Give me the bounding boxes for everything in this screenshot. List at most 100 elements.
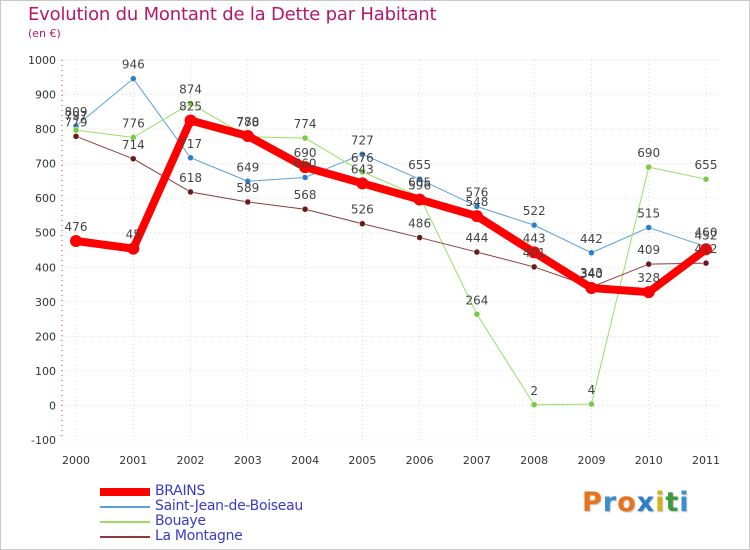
data-label: 655	[695, 158, 718, 172]
data-point	[473, 203, 481, 210]
y-tick-label: 1000	[28, 54, 56, 67]
data-point	[299, 161, 312, 174]
data-point	[530, 263, 538, 271]
data-point	[301, 134, 309, 142]
data-label: 676	[351, 151, 374, 165]
data-label: 568	[294, 188, 317, 202]
y-tick-label: -100	[31, 434, 56, 447]
x-tick-label: 2003	[234, 454, 262, 467]
data-label: 797	[65, 109, 88, 123]
data-label: 774	[294, 117, 317, 131]
data-point	[301, 205, 309, 213]
data-point	[530, 401, 538, 409]
data-point	[127, 242, 140, 255]
data-point	[588, 249, 595, 257]
data-label: 412	[695, 242, 718, 256]
data-label: 452	[695, 228, 718, 242]
data-point	[470, 210, 483, 223]
proxiti-logo: Proxiti	[582, 487, 690, 518]
data-label: 264	[465, 293, 488, 307]
data-point	[187, 100, 194, 107]
data-label: 401	[523, 246, 546, 260]
series-line-0	[75, 116, 709, 297]
series-line-2	[75, 103, 707, 406]
data-point	[187, 188, 194, 196]
x-tick-label: 2005	[348, 454, 376, 467]
data-label: 340	[580, 267, 603, 281]
data-point	[416, 234, 423, 241]
data-label: 779	[65, 115, 88, 129]
data-label: 780	[236, 115, 259, 129]
x-tick-label: 2001	[119, 454, 147, 467]
logo-letter: o	[617, 487, 637, 518]
data-point	[702, 259, 710, 267]
data-label: 717	[179, 137, 202, 151]
y-tick-label: 400	[35, 261, 56, 274]
legend-swatch	[100, 488, 150, 496]
data-label: 515	[637, 207, 660, 221]
data-point	[244, 178, 252, 185]
y-tick-label: 200	[35, 330, 56, 343]
x-tick-label: 2000	[62, 454, 90, 467]
data-point	[416, 175, 423, 183]
data-point	[187, 154, 194, 162]
data-label: 409	[637, 243, 660, 257]
data-point	[241, 130, 254, 142]
data-point	[473, 248, 481, 256]
series-line-3	[75, 135, 707, 288]
logo-letter: i	[679, 487, 690, 518]
data-point	[359, 168, 366, 176]
data-label: 526	[351, 203, 374, 217]
data-label: 643	[351, 162, 374, 176]
data-label: 778	[236, 116, 259, 130]
data-label: 460	[695, 226, 718, 240]
data-point	[184, 114, 197, 127]
data-label: 714	[122, 138, 145, 152]
data-label: 522	[523, 204, 546, 218]
data-label: 45	[126, 228, 141, 242]
x-tick-label: 2004	[291, 454, 319, 467]
data-point	[359, 220, 366, 227]
data-point	[244, 198, 252, 206]
data-point	[301, 174, 309, 181]
data-point	[585, 282, 598, 294]
y-tick-label: 500	[35, 227, 56, 240]
data-point	[702, 175, 710, 183]
logo-letter: P	[582, 487, 603, 518]
data-point	[645, 163, 652, 171]
data-label: 605	[408, 175, 431, 189]
data-label: 2	[530, 384, 538, 398]
data-point	[130, 134, 137, 141]
y-tick-label: 300	[35, 296, 56, 309]
data-point	[700, 243, 712, 256]
data-label: 660	[294, 156, 317, 170]
data-label: 576	[465, 185, 488, 199]
y-tick-label: 900	[35, 89, 56, 102]
data-label: 809	[65, 105, 88, 119]
x-tick-label: 2011	[692, 454, 720, 467]
data-label: 690	[294, 146, 317, 160]
data-label: 618	[179, 171, 202, 185]
logo-letter: x	[636, 487, 656, 518]
chart-title: Evolution du Montant de la Dette par Hab…	[28, 4, 437, 25]
data-label: 4	[588, 383, 596, 397]
data-point	[72, 133, 80, 140]
data-point	[473, 311, 481, 318]
legend-label: Bouaye	[155, 513, 206, 529]
data-label: 444	[465, 231, 488, 245]
data-label: 946	[122, 58, 145, 72]
data-label: 690	[637, 146, 660, 160]
data-point	[530, 221, 538, 229]
data-point	[130, 75, 137, 82]
x-tick-label: 2007	[463, 454, 491, 467]
legend-label: BRAINS	[155, 483, 206, 499]
data-label: 589	[236, 181, 259, 195]
data-point	[70, 235, 82, 248]
legend-swatch	[100, 521, 150, 523]
x-tick-label: 2006	[406, 454, 434, 467]
y-tick-label: 100	[35, 365, 56, 378]
data-point	[645, 260, 652, 268]
legend-label: Saint-Jean-de-Boiseau	[155, 498, 303, 514]
legend-swatch	[100, 536, 150, 538]
data-label: 343	[580, 266, 603, 280]
